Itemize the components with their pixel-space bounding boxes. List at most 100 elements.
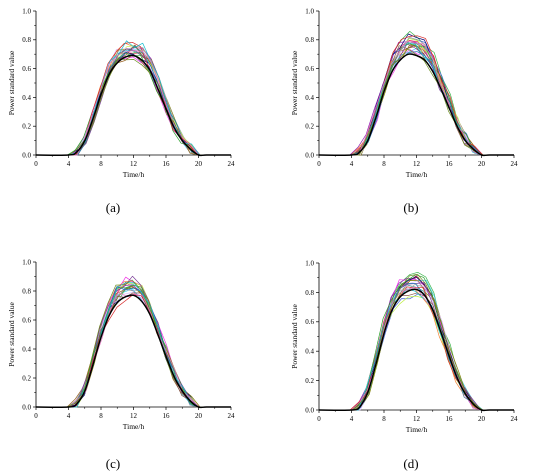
sample-curve [36,294,215,408]
sample-curve [319,50,498,156]
chart-panel-c: 0 4 8 12 16 20 24 0.0 0.2 0.4 0.6 0.8 1.0 Time/h Power… [0,238,275,476]
sample-curve [36,285,215,408]
x-tick-label: 12 [130,412,138,420]
x-tick-label: 0 [317,415,321,423]
y-tick-label: 0.4 [305,348,314,356]
y-axis-label: Power standard value [7,302,16,367]
x-tick-label: 8 [382,415,386,423]
x-tick-label: 4 [67,412,71,420]
y-tick-label: 0.2 [22,374,31,382]
sample-curve [319,51,498,156]
sample-curve [36,52,215,156]
sample-curve [319,280,498,411]
y-tick-label: 1.0 [305,7,314,15]
sample-curve [36,294,215,408]
x-tick-label: 24 [511,160,519,168]
sample-curve [319,274,498,411]
x-tick-label: 0 [34,412,38,420]
x-tick-label: 4 [350,160,354,168]
sample-curve [319,282,498,411]
x-tick-label: 12 [413,415,421,423]
sample-curve [36,51,215,156]
chart-panel-b: 0 4 8 12 16 20 24 0.0 0.2 0.4 0.6 0.8 1.0 Time/h Power… [275,0,550,238]
sample-curve [36,279,215,408]
mean-curve [318,53,514,157]
sample-curve [319,271,498,411]
sample-curve [36,292,215,408]
sample-curve [36,45,215,156]
x-tick-label: 24 [228,160,236,168]
sample-curve [36,292,215,408]
sample-curve [319,42,498,156]
y-tick-label: 0.0 [305,151,314,159]
sample-curve [319,48,498,156]
chart-c-svg: 0 4 8 12 16 20 24 0.0 0.2 0.4 0.6 0.8 1.0 Time/h Power… [7,258,235,431]
y-axis-label: Power standard value [290,50,299,115]
sample-curve [319,288,498,411]
panel-label-b: (b) [403,200,419,215]
y-tick-label: 0.6 [22,316,31,324]
y-tick-label: 1.0 [22,258,31,266]
y-tick-label: 0.2 [22,123,31,131]
sample-curve [319,43,498,156]
sample-curve [36,282,215,408]
y-tick-label: 0.8 [305,36,314,44]
x-tick-label: 16 [163,412,171,420]
x-tick-label: 20 [478,160,486,168]
chart-a-svg: 0 4 8 12 16 20 24 0.0 0.2 0.4 0.6 0.8 1.0 Time/h Power… [7,7,236,179]
x-tick-label: 12 [130,160,138,168]
sample-curve [319,45,498,156]
x-tick-label: 4 [67,160,71,168]
y-tick-label: 0.2 [305,377,314,385]
y-tick-label: 0.0 [305,406,314,414]
y-tick-label: 1.0 [22,7,31,15]
panel-label-a: (a) [105,200,121,215]
sample-curve [36,287,215,408]
sample-curve [319,284,498,411]
x-tick-label: 24 [511,415,519,423]
sample-curve [36,286,215,408]
sample-curve [36,41,215,156]
sample-curve [319,283,498,411]
x-tick-label: 20 [195,412,203,420]
y-tick-label: 0.0 [22,151,31,159]
sample-curve [319,292,498,411]
y-tick-label: 0.6 [305,65,314,73]
sample-curve [36,49,215,156]
sample-curve [319,38,498,156]
sample-curve [319,31,498,156]
x-axis-label: Time/h [123,170,145,179]
sample-curve [319,42,498,156]
sample-curve [36,56,215,156]
sample-curve [319,277,498,411]
sample-curve [36,287,215,408]
x-tick-label: 16 [446,415,454,423]
sample-curve [36,289,215,408]
x-axis-label: Time/h [406,170,428,179]
x-tick-label: 4 [350,415,354,423]
y-tick-label: 1.0 [305,259,314,267]
x-tick-label: 8 [99,160,103,168]
x-tick-label: 20 [478,415,486,423]
sample-curve [319,48,498,156]
x-axis-label: Time/h [406,425,428,434]
sample-curve [319,286,498,411]
sample-curve [319,276,498,411]
chart-b-svg: 0 4 8 12 16 20 24 0.0 0.2 0.4 0.6 0.8 1.0 Time/h Power… [290,7,519,179]
sample-curve [319,273,498,411]
x-tick-label: 8 [99,412,103,420]
x-tick-label: 12 [413,160,421,168]
y-tick-label: 0.8 [22,36,31,44]
sample-curve [36,282,215,408]
sample-curve [36,47,215,156]
sample-curve [36,280,215,408]
panel-label-d: (d) [403,456,419,471]
sample-curve [36,44,215,156]
sample-curve [36,53,215,156]
sample-curve [319,49,498,156]
sample-curve [36,284,215,408]
x-axis-label: Time/h [123,422,145,431]
sample-curve [36,284,215,408]
panel-label-c: (c) [105,456,121,471]
x-tick-label: 16 [446,160,454,168]
